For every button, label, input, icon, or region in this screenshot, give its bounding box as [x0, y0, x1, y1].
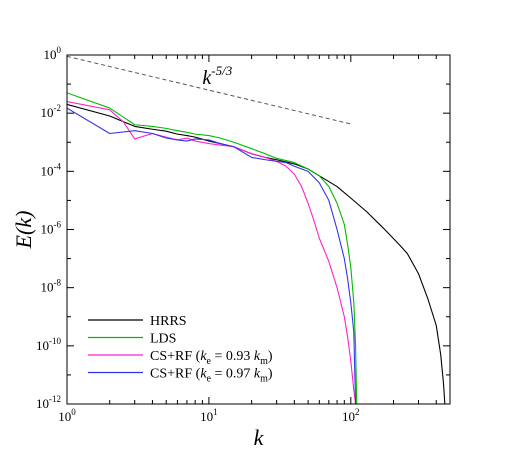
legend-label-part: = 0.97 [211, 367, 254, 382]
y-axis-label: E(k) [11, 211, 36, 250]
y-tick-label-base: 10 [41, 222, 54, 237]
series-line-hrrs [67, 103, 446, 404]
x-tick-label-exponent: 2 [355, 407, 360, 417]
legend-label-hrrs: HRRS [150, 314, 187, 329]
y-tick-label-base: 10 [36, 338, 49, 353]
legend-label-sub: e [207, 374, 212, 385]
x-tick-label: 100 [58, 407, 76, 424]
x-tick-label: 102 [342, 407, 360, 424]
legend-label-part: ) [268, 349, 273, 364]
slope-annotation-exponent: -5/3 [211, 63, 232, 78]
legend-label-part: k [200, 367, 207, 382]
x-axis-label: k [254, 425, 265, 450]
legend-label-part: = 0.93 [211, 349, 254, 364]
legend-label-part: k [200, 349, 207, 364]
legend-label-csrf-093: CS+RF (ke = 0.93 km) [150, 349, 273, 367]
y-tick-label-base: 10 [41, 280, 54, 295]
x-tick-label-exponent: 0 [71, 407, 76, 417]
legend-label-part: ) [268, 367, 273, 382]
y-tick-label: 10-8 [41, 278, 62, 295]
series-line-lds [67, 92, 358, 404]
axis-ticks [66, 54, 451, 405]
legend-label-part: k [254, 349, 261, 364]
legend-label-part: k [254, 367, 261, 382]
y-tick-label-exponent: -2 [54, 103, 62, 113]
legend-label-sub: m [260, 374, 268, 385]
y-tick-label-exponent: -6 [54, 220, 62, 230]
y-tick-label: 10-10 [36, 336, 61, 353]
legend-label-part: CS+RF ( [150, 367, 201, 382]
x-tick-label-base: 10 [200, 409, 213, 424]
series-line-csrf-097 [67, 107, 357, 404]
y-tick-label-base: 10 [36, 396, 49, 411]
legend: HRRS LDS CS+RF (ke = 0.93 km) CS+RF (ke … [88, 314, 273, 385]
y-tick-label: 10-6 [41, 220, 62, 237]
y-tick-label: 10-12 [36, 394, 61, 411]
x-tick-label-exponent: 1 [213, 407, 218, 417]
legend-label-sub: m [260, 356, 268, 367]
x-tick-label-base: 10 [342, 409, 355, 424]
y-tick-label-base: 10 [41, 105, 54, 120]
y-tick-label-exponent: -4 [54, 161, 62, 171]
y-tick-label: 100 [44, 45, 62, 62]
x-tick-label-base: 10 [58, 409, 71, 424]
y-tick-label-exponent: -10 [49, 336, 61, 346]
y-tick-label-exponent: 0 [57, 45, 62, 55]
y-tick-label: 10-2 [41, 103, 62, 120]
legend-label-sub: e [207, 356, 212, 367]
slope-annotation-base: k [202, 67, 212, 89]
y-tick-label-exponent: -8 [54, 278, 62, 288]
y-tick-label-base: 10 [44, 47, 57, 62]
y-tick-label: 10-4 [41, 161, 62, 178]
y-tick-label-exponent: -12 [49, 394, 61, 404]
legend-label-csrf-097: CS+RF (ke = 0.97 km) [150, 367, 273, 385]
x-tick-label: 101 [200, 407, 218, 424]
series-group [67, 92, 446, 404]
legend-label-part: CS+RF ( [150, 349, 201, 364]
y-tick-label-base: 10 [41, 163, 54, 178]
legend-label-lds: LDS [150, 332, 176, 347]
slope-annotation: k-5/3 [202, 63, 232, 89]
